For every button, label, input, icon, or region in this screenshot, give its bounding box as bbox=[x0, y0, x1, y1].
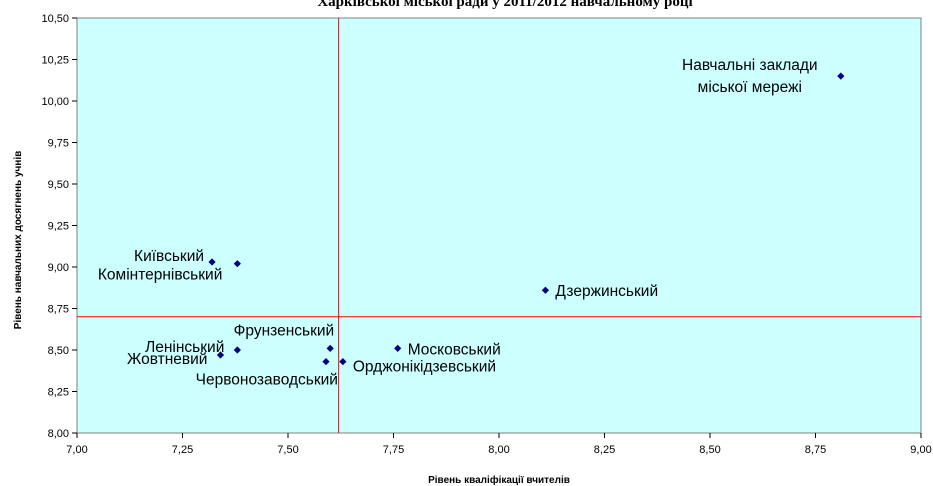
x-tick-label: 9,00 bbox=[910, 444, 931, 456]
y-tick-label: 9,50 bbox=[48, 179, 69, 191]
y-tick-label: 9,75 bbox=[48, 138, 69, 150]
data-point-marker bbox=[233, 346, 241, 354]
data-point-marker bbox=[233, 260, 241, 268]
data-point-marker bbox=[216, 351, 225, 359]
data-point-label: міської мережі bbox=[698, 79, 802, 96]
x-tick-label: 7,75 bbox=[383, 444, 404, 456]
data-point-label: Навчальні заклади bbox=[682, 57, 818, 74]
x-tick-label: 7,25 bbox=[172, 444, 193, 456]
y-tick-label: 8,50 bbox=[48, 345, 69, 357]
data-point-marker bbox=[837, 72, 845, 80]
y-tick-label: 10,25 bbox=[41, 55, 69, 67]
chart-title: Харківської міської ради у 2011/2012 нав… bbox=[317, 0, 692, 10]
y-tick-label: 8,75 bbox=[48, 304, 69, 316]
data-point-label: Московський bbox=[408, 341, 501, 358]
data-point-label: Комінтернівський bbox=[98, 267, 222, 284]
data-point-label: Червонозаводський bbox=[196, 372, 338, 389]
data-point-label: Орджонікідзевський bbox=[353, 359, 496, 376]
data-point-marker bbox=[326, 344, 334, 352]
plot-area bbox=[76, 17, 922, 434]
data-point-marker bbox=[208, 258, 216, 266]
data-point-label: Ленінський bbox=[145, 339, 224, 356]
data-point-marker bbox=[541, 286, 550, 294]
x-tick-label: 7,50 bbox=[277, 444, 298, 456]
y-tick-label: 9,25 bbox=[48, 221, 69, 233]
x-tick-label: 7,00 bbox=[66, 444, 87, 456]
data-point-marker bbox=[322, 358, 330, 366]
y-tick-label: 8,25 bbox=[48, 387, 69, 399]
y-tick-label: 8,00 bbox=[48, 428, 69, 440]
x-tick-label: 8,75 bbox=[805, 444, 826, 456]
x-axis-label: Рівень кваліфікації вчителів bbox=[428, 474, 570, 486]
data-point-label: Жовтневий bbox=[127, 351, 207, 368]
y-tick-label: 9,00 bbox=[48, 262, 69, 274]
y-axis-label: Рівень навчальних досягнень учнів bbox=[13, 151, 24, 330]
data-point-label: Київський bbox=[134, 248, 204, 265]
y-tick-label: 10,00 bbox=[41, 96, 69, 108]
x-tick-label: 8,25 bbox=[594, 444, 615, 456]
data-point-marker bbox=[339, 358, 347, 366]
x-tick-label: 8,50 bbox=[699, 444, 720, 456]
y-tick-label: 10,50 bbox=[41, 13, 69, 25]
data-point-marker bbox=[394, 344, 402, 352]
data-point-label: Фрунзенський bbox=[234, 322, 335, 339]
data-point-label: Дзержинський bbox=[555, 283, 658, 300]
x-tick-label: 8,00 bbox=[488, 444, 509, 456]
